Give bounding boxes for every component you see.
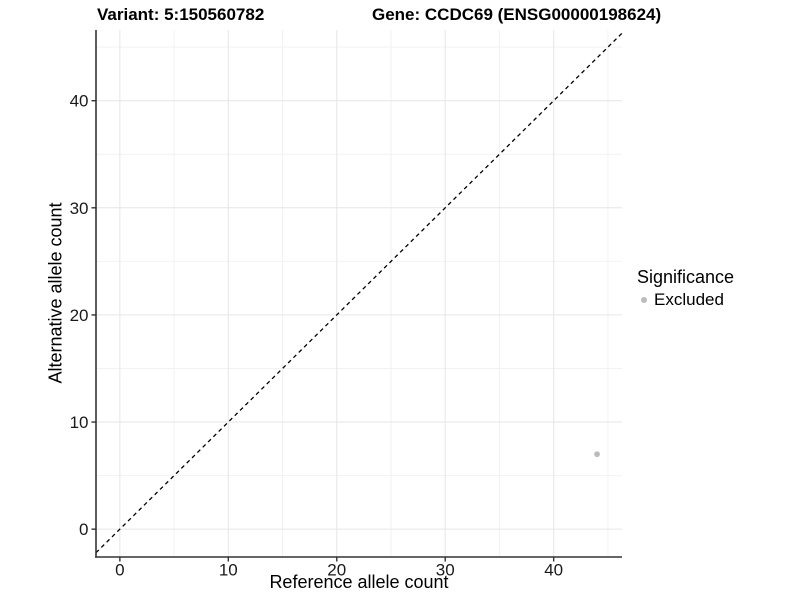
- x-tick-label: 40: [544, 561, 563, 580]
- x-tick-label: 30: [436, 561, 455, 580]
- identity-dashed-line: [95, 32, 623, 554]
- x-axis-title: Reference allele count: [269, 572, 449, 592]
- x-tick-label: 0: [115, 561, 124, 580]
- legend-entry-label: Excluded: [654, 290, 724, 309]
- legend: Significance Excluded: [637, 266, 734, 311]
- y-tick-label: 40: [70, 92, 89, 111]
- y-tick-label: 30: [70, 199, 89, 218]
- plot-title-variant: Variant: 5:150560782: [97, 5, 265, 24]
- legend-title: Significance: [637, 267, 735, 287]
- x-tick-label: 10: [219, 561, 238, 580]
- legend-point-icon: [641, 297, 647, 303]
- y-tick-label: 10: [70, 413, 89, 432]
- legend-entry-excluded: Excluded: [637, 289, 734, 311]
- plot-title-gene: Gene: CCDC69 (ENSG00000198624): [372, 5, 662, 24]
- y-tick-label: 0: [79, 520, 88, 539]
- data-point: [594, 451, 600, 458]
- x-tick-label: 20: [327, 561, 346, 580]
- y-axis-title: Alternative allele count: [45, 202, 66, 384]
- y-tick-label: 20: [70, 306, 89, 325]
